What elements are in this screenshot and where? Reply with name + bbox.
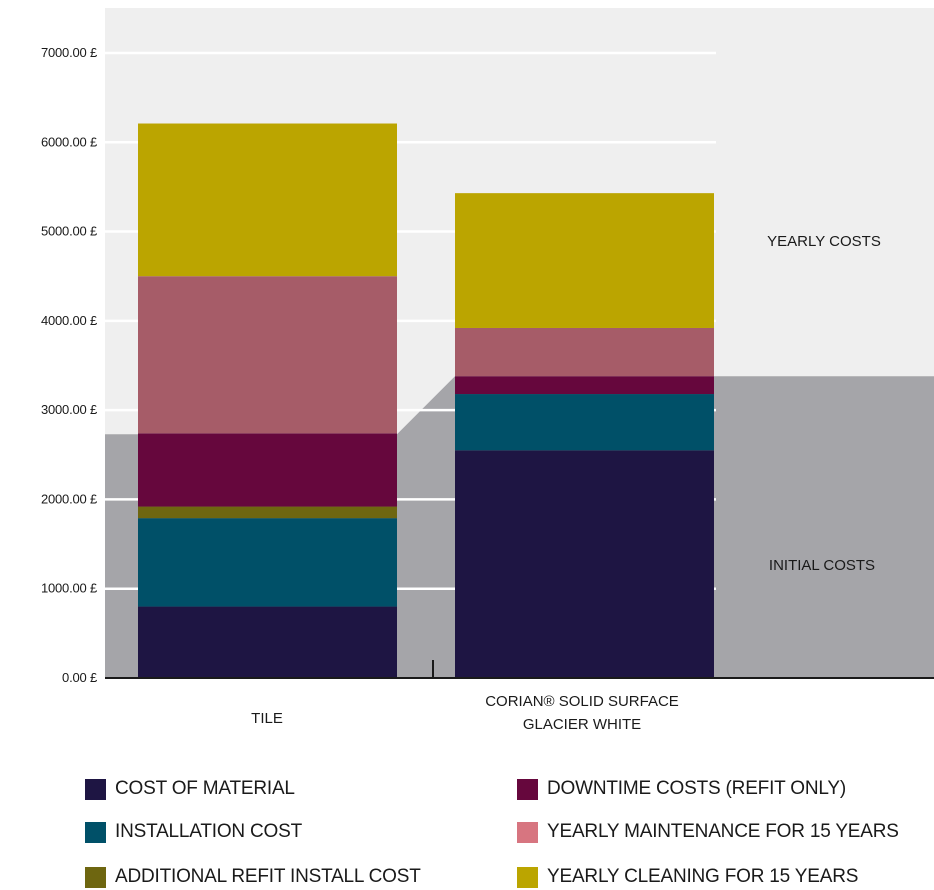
y-tick-label: 2000.00 £ [41, 491, 98, 506]
y-axis-tick-labels: 0.00 £ 1000.00 £ 2000.00 £ 3000.00 £ 4000.00… [41, 45, 98, 685]
bar-segment [138, 433, 397, 507]
bar-stacks [138, 123, 714, 678]
y-tick-label: 1000.00 £ [41, 581, 98, 596]
category-label-corian-line2: GLACIER WHITE [523, 716, 641, 733]
legend-item-yearly-cleaning: YEARLY CLEANING FOR 15 YEARS [517, 866, 858, 888]
bar-segment [138, 506, 397, 519]
legend-swatch-downtime-costs [517, 778, 538, 800]
legend-label: INSTALLATION COST [115, 821, 302, 842]
legend-swatch-additional-refit-install-cost [85, 866, 106, 888]
legend-label: DOWNTIME COSTS (REFIT ONLY) [547, 778, 846, 799]
legend-label: YEARLY CLEANING FOR 15 YEARS [547, 866, 859, 887]
bar-segment [455, 327, 714, 377]
legend-item-yearly-maintenance: YEARLY MAINTENANCE FOR 15 YEARS [517, 821, 899, 843]
legend-swatch-installation-cost [85, 821, 106, 843]
legend-item-downtime-costs: DOWNTIME COSTS (REFIT ONLY) [517, 778, 846, 800]
category-label-corian-line1: CORIAN® SOLID SURFACE [485, 693, 679, 710]
region-label-yearly-costs: YEARLY COSTS [767, 233, 881, 250]
bar-segment [455, 193, 714, 328]
y-tick-label: 3000.00 £ [41, 402, 98, 417]
legend-item-additional-refit-install-cost: ADDITIONAL REFIT INSTALL COST [85, 866, 421, 888]
bar-segment [138, 276, 397, 434]
legend-item-installation-cost: INSTALLATION COST [85, 821, 302, 843]
legend-label: COST OF MATERIAL [115, 778, 295, 799]
bar-segment [455, 450, 714, 678]
bar-segment [455, 376, 714, 395]
y-tick-label: 5000.00 £ [41, 224, 98, 239]
legend-label: ADDITIONAL REFIT INSTALL COST [115, 866, 421, 887]
y-tick-label: 4000.00 £ [41, 313, 98, 328]
legend-item-cost-of-material: COST OF MATERIAL [85, 778, 295, 800]
legend-swatch-yearly-cleaning [517, 866, 538, 888]
category-label-tile: TILE [251, 710, 283, 727]
bar-segment [138, 518, 397, 607]
legend-swatch-cost-of-material [85, 778, 106, 800]
bar-segment [138, 123, 397, 277]
bar-segment [138, 606, 397, 678]
y-tick-label: 0.00 £ [62, 670, 98, 685]
legend-label: YEARLY MAINTENANCE FOR 15 YEARS [547, 821, 899, 842]
region-label-initial-costs: INITIAL COSTS [769, 557, 875, 574]
bar-segment [455, 394, 714, 451]
y-tick-label: 7000.00 £ [41, 45, 98, 60]
legend-swatch-yearly-maintenance [517, 821, 538, 843]
y-tick-label: 6000.00 £ [41, 134, 98, 149]
